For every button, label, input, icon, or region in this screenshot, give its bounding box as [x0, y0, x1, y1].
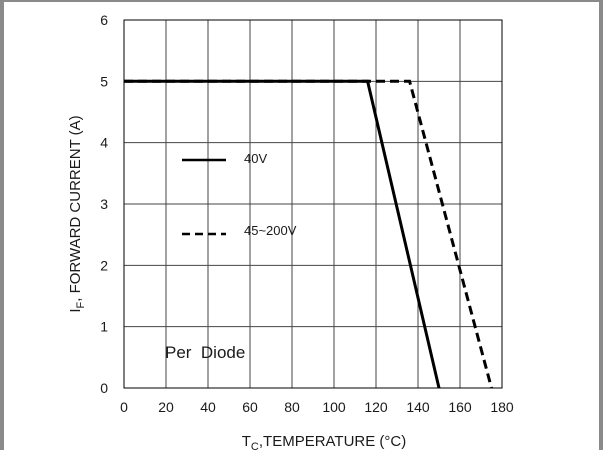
x-tick-label: 160 — [448, 399, 472, 415]
x-axis-title-subscript: C — [251, 441, 259, 452]
x-tick-label: 180 — [490, 399, 514, 415]
y-axis-title-symbol: I — [67, 308, 84, 312]
grid — [123, 19, 503, 389]
y-tick-label: 3 — [100, 196, 108, 212]
series-lines — [124, 79, 493, 389]
per-diode-note: Per Diode — [165, 343, 245, 362]
y-tick-label: 2 — [100, 257, 108, 273]
y-tick-label: 4 — [100, 135, 108, 151]
series-line-45-200v — [124, 79, 493, 389]
y-axis-title: IF, FORWARD CURRENT (A) — [67, 115, 87, 312]
x-tick-label: 40 — [200, 399, 216, 415]
x-axis-ticks: 0 20 40 60 80 100 120 140 160 180 — [120, 399, 514, 415]
x-tick-label: 0 — [120, 399, 128, 415]
x-axis-title: TC,TEMPERATURE (°C) — [242, 433, 407, 452]
y-tick-label: 5 — [100, 73, 108, 89]
y-tick-label: 0 — [100, 380, 108, 396]
y-axis-ticks: 0 1 2 3 4 5 6 — [100, 12, 108, 396]
y-tick-label: 6 — [100, 12, 108, 28]
legend-label-40v: 40V — [244, 151, 267, 166]
x-tick-label: 20 — [158, 399, 174, 415]
plot-area-border — [123, 19, 503, 389]
x-tick-label: 60 — [242, 399, 258, 415]
y-axis-title-subscript: F — [75, 301, 87, 308]
derating-chart: 0 20 40 60 80 100 120 140 160 180 0 1 2 3 4 5 6 40V 45~… — [67, 12, 514, 452]
x-tick-label: 140 — [406, 399, 430, 415]
x-axis-title-symbol: T — [242, 433, 251, 450]
legend-label-45-200v: 45~200V — [244, 223, 297, 238]
x-tick-label: 100 — [322, 399, 346, 415]
y-tick-label: 1 — [100, 319, 108, 335]
x-tick-label: 120 — [364, 399, 388, 415]
x-tick-label: 80 — [284, 399, 300, 415]
y-axis-title-text: , FORWARD CURRENT (A) — [67, 115, 84, 301]
x-axis-title-text: ,TEMPERATURE (°C) — [259, 433, 406, 450]
